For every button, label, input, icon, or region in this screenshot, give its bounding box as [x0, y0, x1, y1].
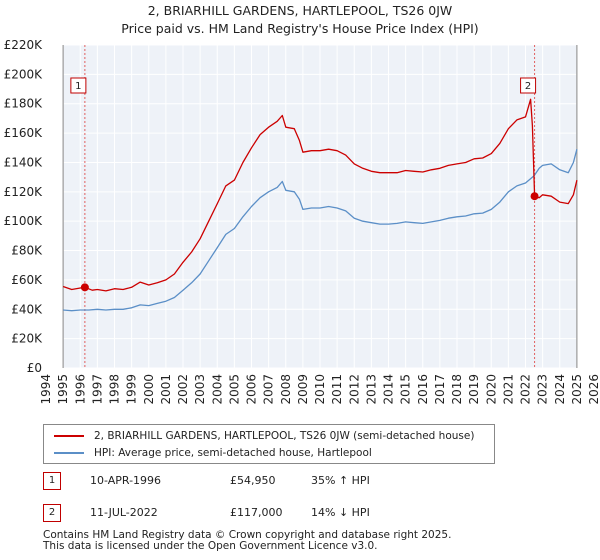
x-tick-label: 2006	[245, 374, 259, 405]
y-tick-label: £40K	[11, 302, 43, 316]
sale-point-2	[530, 192, 539, 201]
x-tick-label: 2017	[433, 374, 447, 405]
footer-line1: Contains HM Land Registry data © Crown c…	[43, 529, 452, 541]
y-tick-label: £100K	[4, 214, 44, 228]
sale-hpi-change: 14% ↓ HPI	[311, 506, 370, 519]
x-tick-label: 1998	[108, 374, 122, 405]
x-tick-label: 2018	[450, 374, 464, 405]
footer-attribution: Contains HM Land Registry data © Crown c…	[43, 530, 451, 552]
y-tick-label: £160K	[4, 126, 44, 140]
x-tick-label: 2014	[382, 374, 396, 405]
y-tick-label: £220K	[4, 38, 44, 52]
x-tick-label: 2010	[313, 374, 327, 405]
x-tick-label: 2000	[142, 374, 156, 405]
x-tick-label: 2001	[159, 374, 173, 405]
x-tick-label: 2009	[296, 374, 310, 405]
x-tick-label: 2008	[279, 374, 293, 405]
sale-label-box-1	[70, 77, 87, 94]
y-tick-label: £140K	[4, 155, 44, 169]
sale-date: 10-APR-1996	[90, 474, 162, 487]
no-data-region-end	[576, 45, 594, 368]
y-tick-label: £20K	[11, 332, 43, 346]
sale-point-1	[80, 283, 89, 292]
x-tick-label: 2024	[553, 374, 567, 405]
x-tick-label: 2007	[262, 374, 276, 405]
y-tick-label: £0	[27, 361, 42, 375]
x-tick-label: 2013	[364, 374, 378, 405]
x-tick-label: 2023	[536, 374, 550, 405]
x-tick-label: 2012	[347, 374, 361, 405]
no-data-region-start	[46, 45, 64, 368]
x-tick-label: 2026	[587, 374, 600, 405]
sale-row: 1 10-APR-1996 £54,950 35% ↑ HPI	[43, 472, 493, 492]
x-tick-label: 1995	[56, 374, 70, 405]
x-tick-label: 2021	[501, 374, 515, 405]
x-tick-label: 1994	[39, 374, 53, 405]
x-tick-label: 2002	[176, 374, 190, 405]
y-tick-label: £200K	[4, 67, 44, 81]
price-chart: 1 2 £0 £20K £40K £60K £80K £100K £120K £140K £160…	[4, 38, 600, 405]
legend-swatch-property	[54, 435, 84, 437]
series-line-property	[62, 98, 578, 292]
sale-label-text-1: 1	[75, 81, 81, 92]
legend-label-property: 2, BRIARHILL GARDENS, HARTLEPOOL, TS26 0…	[94, 430, 475, 442]
x-tick-label: 1999	[125, 374, 139, 405]
sale-row: 2 11-JUL-2022 £117,000 14% ↓ HPI	[43, 504, 493, 524]
x-tick-label: 2025	[570, 374, 584, 405]
legend-swatch-hpi	[54, 452, 84, 454]
x-tick-label: 2003	[193, 374, 207, 405]
y-tick-label: £180K	[4, 97, 44, 111]
x-tick-label: 2015	[399, 374, 413, 405]
x-tick-label: 2020	[484, 374, 498, 405]
y-tick-label: £120K	[4, 185, 44, 199]
y-tick-label: £80K	[11, 244, 43, 258]
x-tick-label: 2004	[210, 374, 224, 405]
legend-item-property: 2, BRIARHILL GARDENS, HARTLEPOOL, TS26 0…	[54, 428, 474, 444]
sale-price: £117,000	[230, 506, 283, 519]
sale-number-badge: 2	[43, 504, 61, 522]
series-line-hpi	[63, 149, 578, 312]
x-tick-label: 2016	[416, 374, 430, 405]
x-tick-label: 2005	[227, 374, 241, 405]
legend-item-hpi: HPI: Average price, semi-detached house,…	[54, 445, 372, 461]
x-tick-label: 2019	[467, 374, 481, 405]
y-tick-label: £60K	[11, 273, 43, 287]
sale-date: 11-JUL-2022	[90, 506, 158, 519]
sale-hpi-change: 35% ↑ HPI	[311, 474, 370, 487]
sale-number-badge: 1	[43, 472, 61, 490]
sale-label-text-2: 2	[525, 81, 531, 92]
x-tick-label: 2011	[330, 374, 344, 405]
sale-label-box-2	[520, 77, 537, 94]
chart-title-line1: 2, BRIARHILL GARDENS, HARTLEPOOL, TS26 0…	[147, 3, 453, 18]
x-tick-label: 1996	[73, 374, 87, 405]
sale-price: £54,950	[230, 474, 276, 487]
x-tick-label: 2022	[519, 374, 533, 405]
footer-line2: This data is licensed under the Open Gov…	[43, 540, 378, 552]
legend-label-hpi: HPI: Average price, semi-detached house,…	[94, 447, 372, 459]
chart-title: 2, BRIARHILL GARDENS, HARTLEPOOL, TS26 0…	[0, 2, 600, 38]
chart-title-line2: Price paid vs. HM Land Registry's House …	[121, 21, 479, 36]
x-tick-label: 1997	[90, 374, 104, 405]
chart-legend: 2, BRIARHILL GARDENS, HARTLEPOOL, TS26 0…	[43, 424, 495, 464]
